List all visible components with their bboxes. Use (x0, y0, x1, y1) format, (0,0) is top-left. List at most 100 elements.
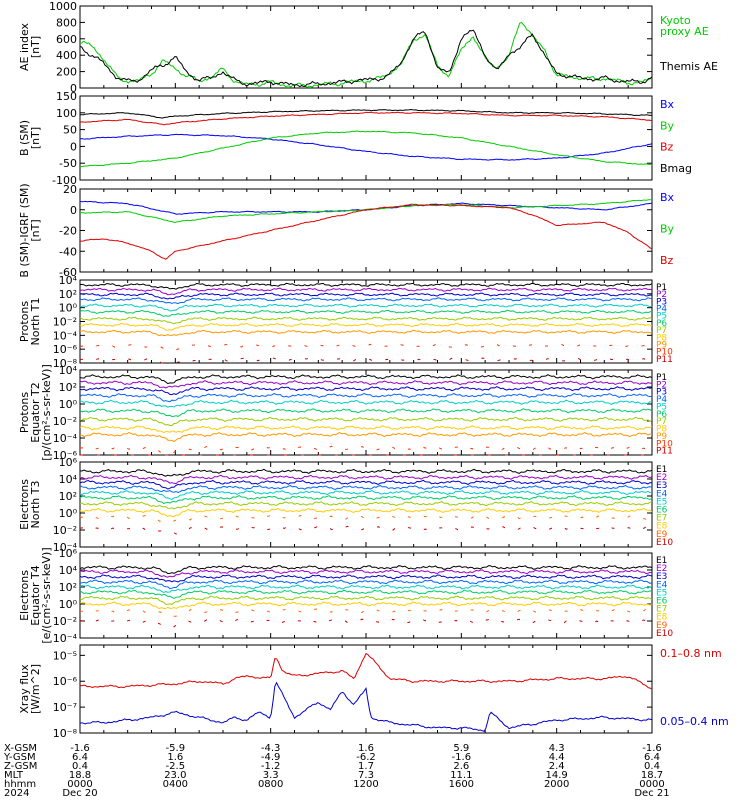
channel-label: E7 (656, 514, 667, 524)
channel-label: E1 (656, 556, 667, 566)
x-row-label: 2024 (4, 788, 29, 799)
x-row-value: 23.0 (164, 770, 186, 781)
channel-line-P8 (79, 322, 653, 331)
x-row-label: Z-GSM (4, 761, 37, 772)
y-tick-label: 10⁰ (59, 302, 78, 315)
channel-label: E6 (656, 597, 668, 607)
channel-label: P2 (656, 290, 667, 300)
x-row-value: 1.6 (358, 743, 374, 754)
channel-label: P1 (656, 283, 667, 293)
y-tick-label: 10⁻⁴ (53, 432, 78, 445)
y-tick-label: 10⁻⁴ (53, 632, 78, 645)
x-row-value: 6.4 (72, 752, 88, 763)
y-axis-label-line: [nT] (29, 36, 42, 58)
x-row-value: 18.7 (641, 770, 663, 781)
x-row-value: 1.6 (167, 752, 183, 763)
legend-entry: Bmag (660, 162, 692, 175)
channel-label: P2 (656, 380, 667, 390)
legend-entry-line: Bx (660, 98, 675, 111)
y-tick-label: -40 (59, 245, 77, 258)
y-axis-label-line: B (SM)-IGRF (SM) (18, 183, 31, 277)
channel-label: E5 (656, 588, 667, 598)
x-row-value: 1200 (353, 779, 378, 790)
legend-entry: Bz (660, 254, 674, 267)
y-axis-label-line: [nT] (29, 219, 42, 241)
channel-line-E10 (79, 525, 653, 535)
y-tick-label: 10² (59, 581, 77, 594)
x-row-value: 18.8 (69, 770, 91, 781)
y-tick-label: 200 (56, 66, 77, 79)
x-row-value: 0.4 (72, 761, 88, 772)
x-row-value: -6.2 (356, 752, 376, 763)
series-line-xray-0 (79, 652, 653, 690)
x-row-label: X-GSM (4, 743, 37, 754)
y-axis-label-line: North T3 (29, 481, 42, 529)
x-row-value: 0400 (163, 779, 188, 790)
channel-line-E1 (79, 468, 653, 477)
y-axis-label-line: AE index (18, 22, 31, 71)
y-axis-label-line: Equator T2 (29, 382, 42, 442)
legend-entry: By (660, 119, 675, 132)
x-row-value: 2.4 (549, 761, 565, 772)
panel-frame-electrons_t3 (79, 461, 653, 548)
y-tick-label: -100 (52, 174, 77, 187)
x-row-value: 4.4 (549, 752, 565, 763)
channel-label: E9 (656, 530, 668, 540)
y-tick-label: 0 (70, 140, 77, 153)
x-row-value: -1.6 (452, 752, 472, 763)
x-row-value: 0.4 (644, 761, 660, 772)
series-line-ae-0 (79, 21, 653, 89)
x-row-value: 11.1 (450, 770, 472, 781)
channel-label: P8 (656, 333, 667, 343)
channel-label: P5 (656, 312, 667, 322)
channel-line-E5 (79, 584, 653, 594)
y-axis-label-line: [W/m^2] (29, 664, 42, 714)
series-line-xray-1 (79, 681, 653, 733)
channel-label: P11 (656, 447, 673, 457)
y-tick-label: 100 (56, 107, 77, 120)
y-tick-label: 10⁻⁴ (53, 329, 78, 342)
y-axis-label-line: Protons (18, 392, 31, 433)
channel-line-E2 (79, 474, 653, 485)
x-row-value: 1.7 (358, 761, 374, 772)
x-row-value: 5.9 (453, 743, 469, 754)
y-tick-label: 10⁰ (59, 598, 78, 611)
y-tick-label: 10⁻⁵ (53, 649, 77, 662)
y-axis-label-line: [e/(cm²-s-sr-keV)] (40, 547, 53, 643)
x-row-value: -4.3 (261, 743, 281, 754)
x-row-label: MLT (4, 770, 24, 781)
legend-entry-line: By (660, 223, 675, 236)
channel-line-P9 (79, 329, 653, 337)
legend-entry-line: proxy AE (660, 25, 709, 38)
channel-line-E10 (79, 618, 653, 628)
series-line-db-2 (80, 203, 653, 260)
channel-line-E6 (79, 495, 653, 505)
y-tick-label: -50 (59, 157, 77, 170)
series-line-b_sm-1 (79, 130, 653, 168)
legend-entry-line: Bmag (660, 162, 692, 175)
y-axis-label: ProtonsNorth T1 (18, 298, 42, 346)
channel-label: P3 (656, 297, 667, 307)
y-axis-label: B (SM)[nT] (18, 120, 42, 156)
legend-entry-line: Kyoto (660, 14, 691, 27)
y-tick-label: 600 (56, 33, 77, 46)
channel-label: P4 (656, 305, 667, 315)
channel-label: P8 (656, 425, 667, 435)
y-axis-label-line: [p/(cm²-s-sr-keV)] (40, 364, 53, 461)
channel-label: E7 (656, 605, 667, 615)
panel-frame-b_sm (79, 95, 653, 181)
channel-line-P2 (79, 380, 653, 389)
x-row-value: 7.3 (358, 770, 374, 781)
channel-line-P10 (79, 343, 653, 352)
y-axis-label: ElectronsEquator T4[e/(cm²-s-sr-keV)] (18, 547, 53, 643)
y-tick-label: -60 (59, 266, 77, 279)
y-tick-label: 10² (59, 288, 77, 301)
channel-label: P9 (656, 432, 667, 442)
series-line-ae-1 (79, 29, 653, 88)
y-tick-label: -20 (59, 225, 77, 238)
channel-line-P3 (79, 292, 653, 300)
y-tick-label: 800 (56, 16, 77, 29)
channel-label: P7 (656, 326, 667, 336)
channel-line-P5 (79, 399, 653, 408)
y-tick-label: 10⁴ (59, 274, 78, 287)
